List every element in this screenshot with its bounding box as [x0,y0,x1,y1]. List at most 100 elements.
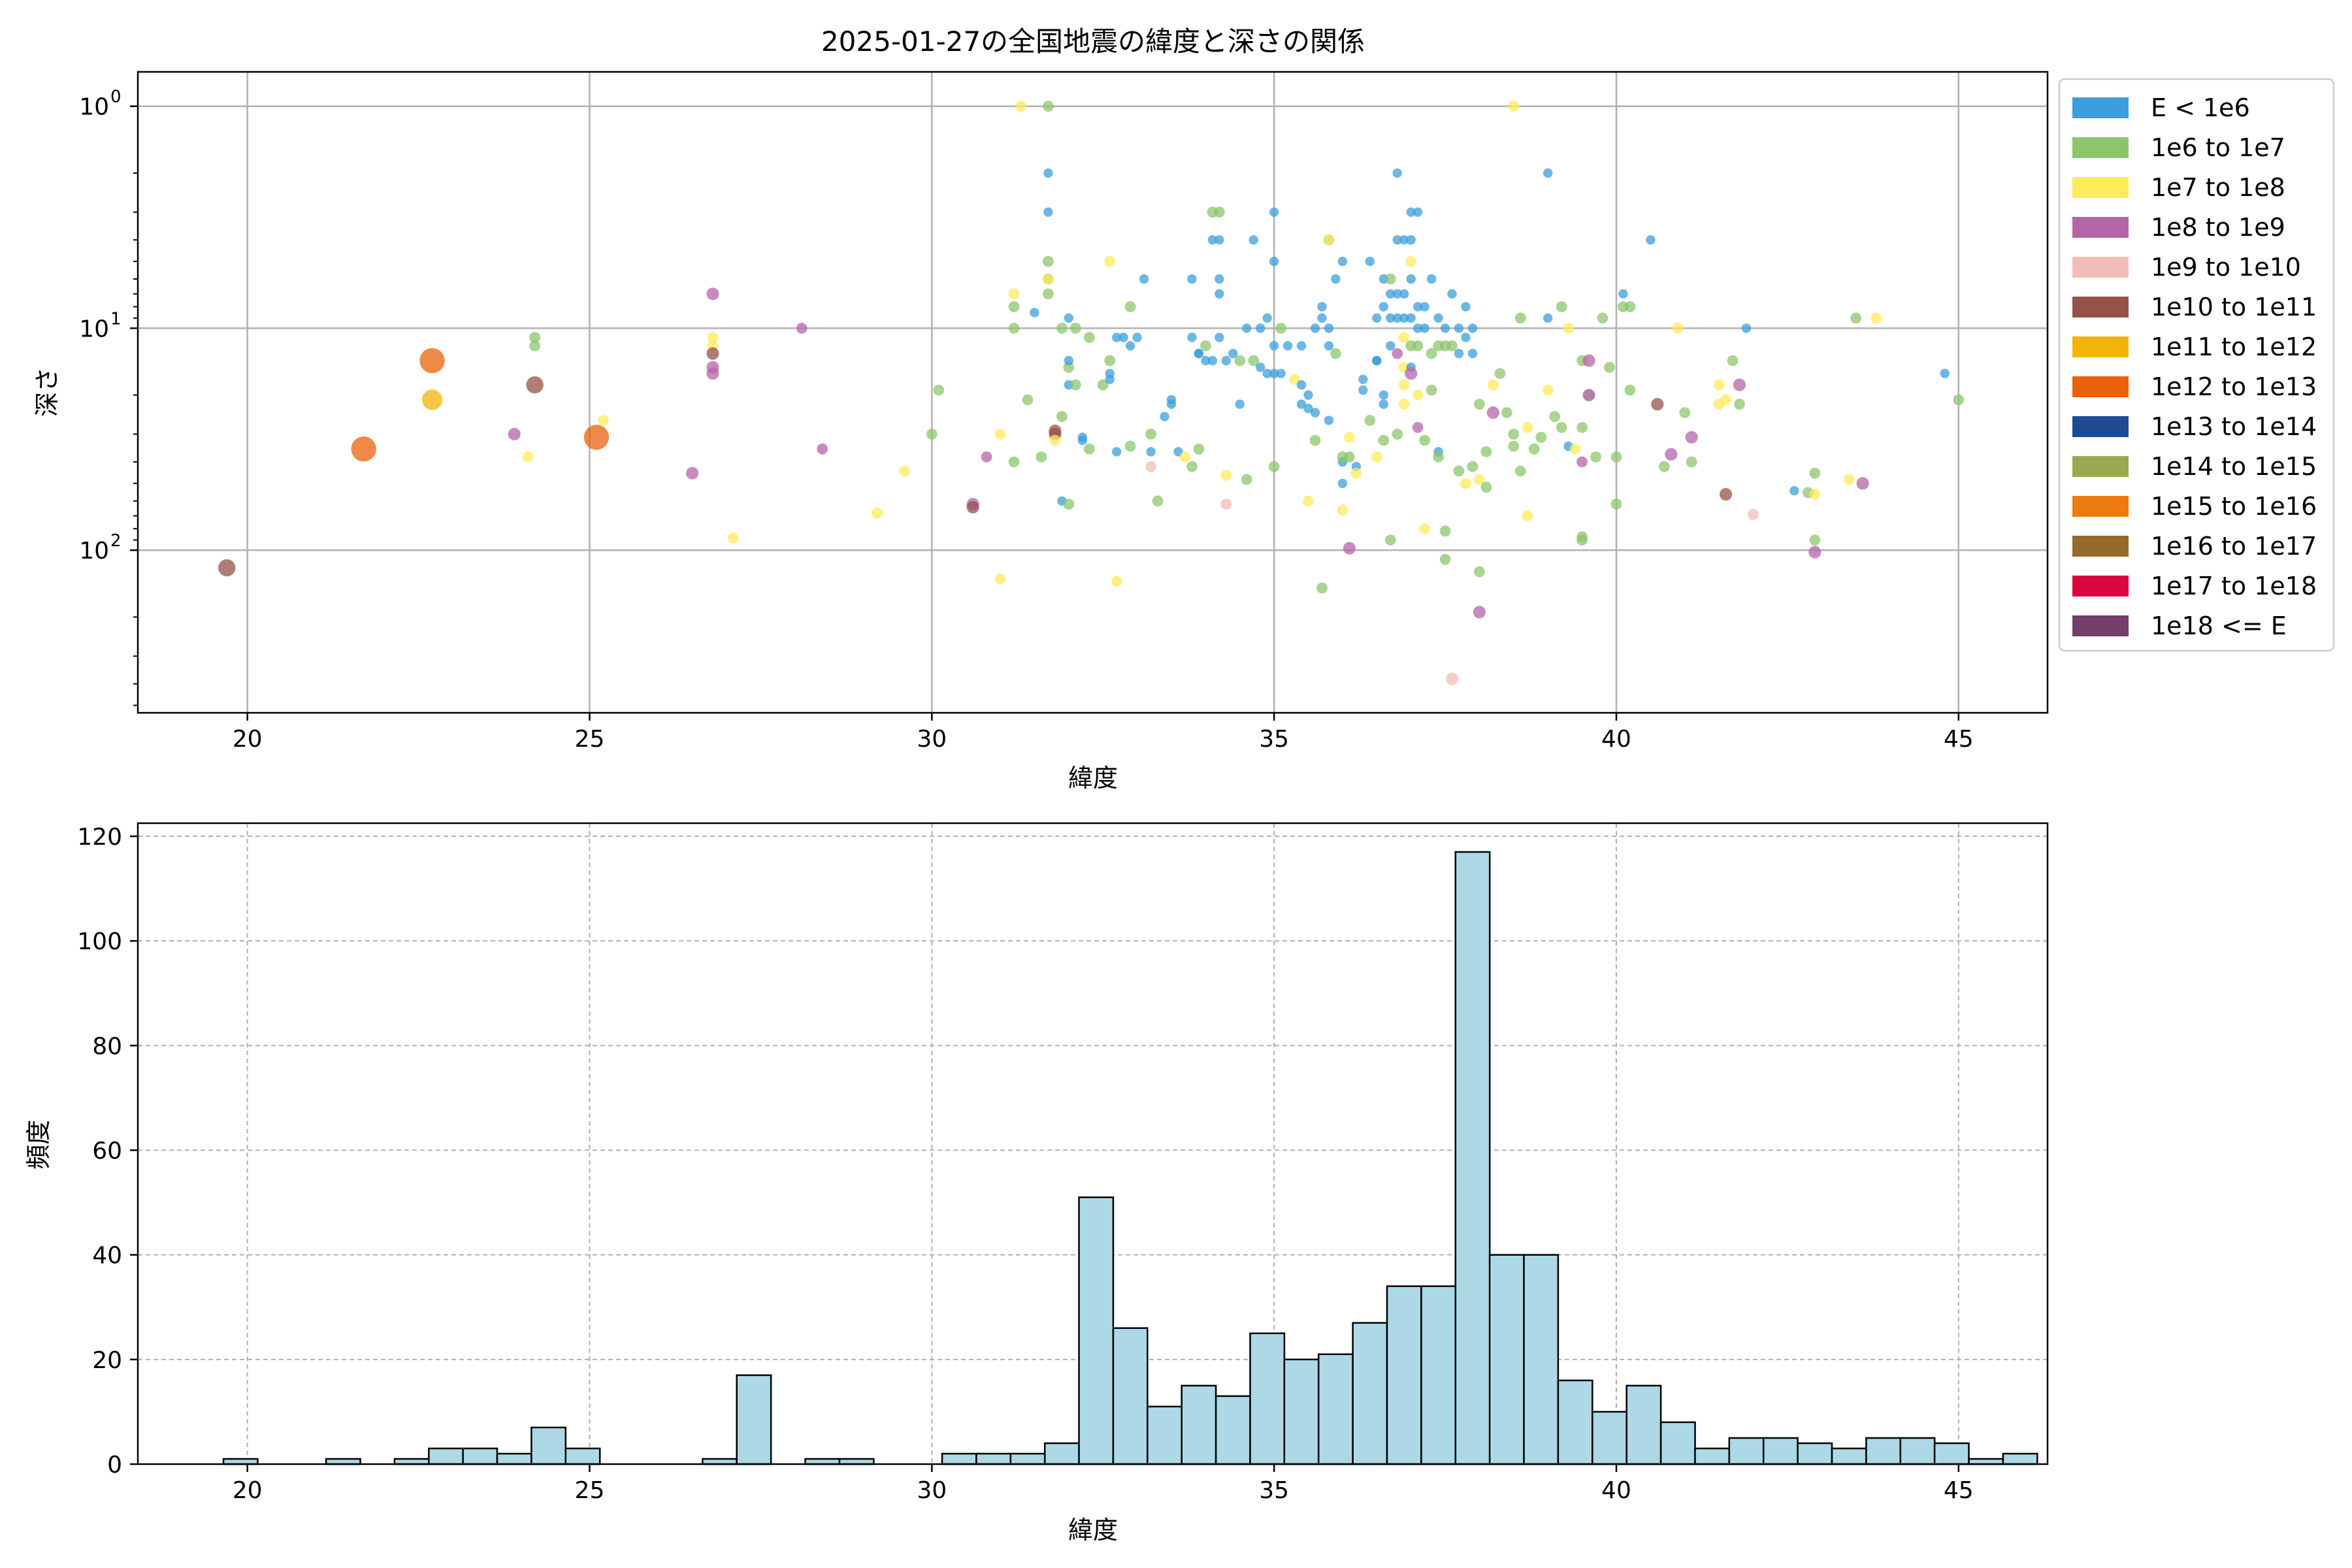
histogram-x-axis-label: 緯度 [1068,1516,1118,1544]
histogram-x-tick-label: 30 [917,1477,947,1504]
scatter-point [1317,302,1327,312]
scatter-point [1378,434,1390,446]
scatter-point [1262,368,1272,378]
scatter-point [1043,288,1054,300]
legend-label: 1e10 to 1e11 [2151,293,2317,321]
scatter-point [529,340,540,351]
scatter-y-tick-label: 10 [79,316,109,342]
scatter-point [522,451,534,463]
scatter-point [1201,355,1211,366]
scatter-point [1412,421,1424,433]
scatter-point [1426,274,1437,284]
histogram-bar [1557,1379,1593,1465]
scatter-point [1166,395,1177,405]
scatter-frame [137,71,2049,714]
scatter-point [1473,606,1486,619]
scatter-point [1043,168,1053,178]
legend-swatch [2072,177,2129,198]
scatter-point [1392,429,1403,440]
scatter-point [1289,374,1300,385]
histogram-bar [975,1452,1012,1465]
histogram-bar [1728,1437,1765,1465]
legend-swatch [2072,336,2129,357]
scatter-point [1453,465,1465,477]
scatter-x-axis-label: 緯度 [1068,764,1118,792]
scatter-point [1105,374,1115,384]
scatter-point [1235,399,1245,409]
scatter-point [994,574,1006,585]
scatter-point [707,332,719,343]
histogram-frame [137,822,2049,1465]
scatter-point [1316,582,1328,594]
scatter-point [1850,312,1862,324]
scatter-point [1624,301,1636,312]
scatter-point [419,348,445,374]
histogram-bar [1659,1421,1696,1465]
scatter-point [1187,274,1197,284]
scatter-point [1187,333,1197,342]
scatter-point [421,389,443,410]
scatter-point [1249,235,1258,245]
scatter-point [1420,323,1429,333]
scatter-point [1337,256,1348,267]
legend-swatch [2072,576,2129,596]
scatter-point [1228,348,1238,359]
scatter-point [1542,384,1554,396]
scatter-point [1748,509,1759,520]
scatter-point [926,429,938,440]
scatter-point [1392,313,1402,323]
scatter-point [1215,333,1224,342]
scatter-point [1248,355,1260,367]
legend-swatch [2072,137,2129,158]
scatter-point [1461,302,1471,312]
scatter-point [218,559,236,577]
scatter-point [872,507,883,519]
scatter-point [1220,470,1232,481]
scatter-point [1713,399,1725,410]
scatter-point [1604,361,1615,373]
scatter-point [1324,341,1334,351]
scatter-point [1111,576,1122,587]
scatter-point [1386,341,1396,351]
scatter-point [1324,323,1334,333]
scatter-point [1576,421,1588,433]
scatter-point [1440,323,1450,333]
histogram-bar [1865,1437,1902,1465]
histogram-axes: 20 25 30 35 40 45 0 20 40 60 80 100 120 緯度 頻度 [24,822,2049,1544]
scatter-point [1508,101,1520,112]
scatter-point [1015,101,1026,112]
scatter-point [1522,510,1533,521]
scatter-point [994,429,1006,440]
legend-label: 1e9 to 1e10 [2151,253,2301,282]
histogram-bar [564,1447,601,1465]
scatter-point [1665,448,1678,461]
scatter-point [1056,411,1068,422]
scatter-point [1597,312,1609,324]
scatter-point [1215,289,1224,299]
scatter-point [1008,288,1020,300]
scatter-point [1112,447,1122,457]
scatter-point [1474,399,1485,410]
scatter-point [1501,407,1512,418]
scatter-point [1392,289,1402,299]
scatter-point [1337,504,1348,516]
scatter-point [1426,384,1437,396]
histogram-bar [1112,1327,1149,1465]
scatter-point [1269,368,1279,378]
scatter-point [796,323,808,334]
scatter-x-tick-label: 35 [1259,726,1289,753]
scatter-point [1310,408,1320,417]
scatter-point [1679,407,1691,418]
scatter-point [1433,451,1445,463]
histogram-bar [1283,1358,1320,1465]
scatter-point [966,500,979,514]
scatter-point [1576,456,1588,468]
scatter-point [1398,399,1410,410]
scatter-point [1256,363,1266,372]
chart-title: 2025-01-27の全国地震の緯度と深さの関係 [821,25,1365,57]
histogram-y-tick-label: 60 [92,1138,122,1165]
scatter-point [1467,461,1478,472]
scatter-point [1043,207,1053,217]
scatter-point [1303,495,1314,507]
